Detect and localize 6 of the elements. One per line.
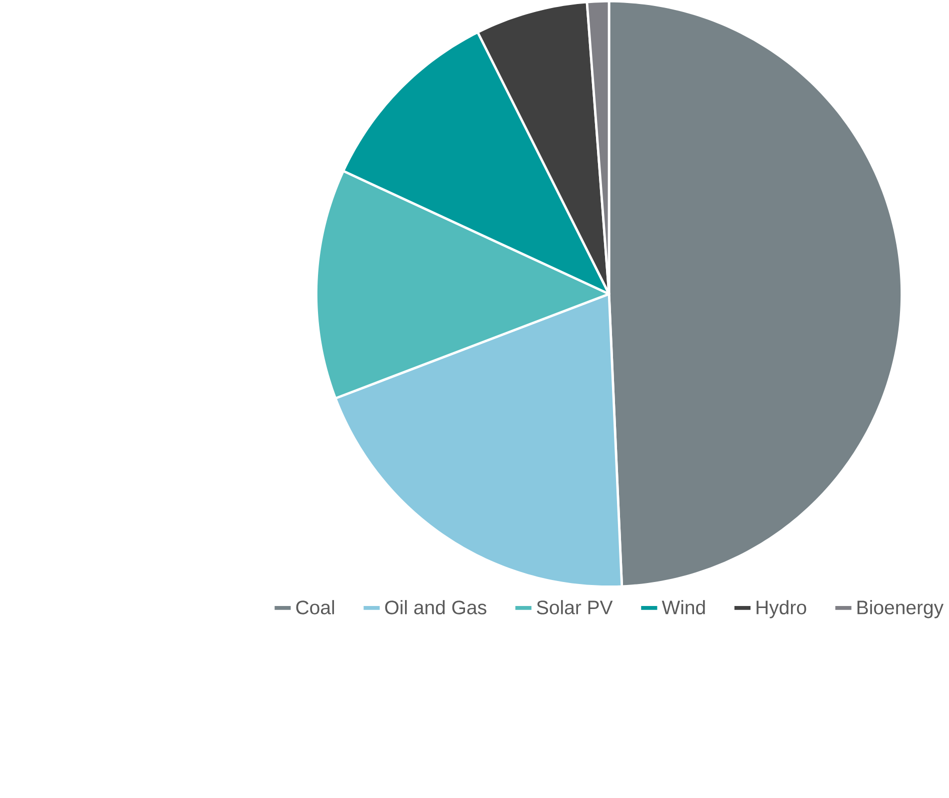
legend-label: Coal bbox=[296, 600, 334, 615]
legend-label: Hydro bbox=[756, 600, 806, 618]
legend-label: Oil and Gas bbox=[385, 600, 486, 615]
legend-label: Bioenergy bbox=[858, 600, 944, 618]
legend-label: Solar PV bbox=[536, 600, 613, 615]
legend-label: Wind bbox=[662, 600, 705, 615]
